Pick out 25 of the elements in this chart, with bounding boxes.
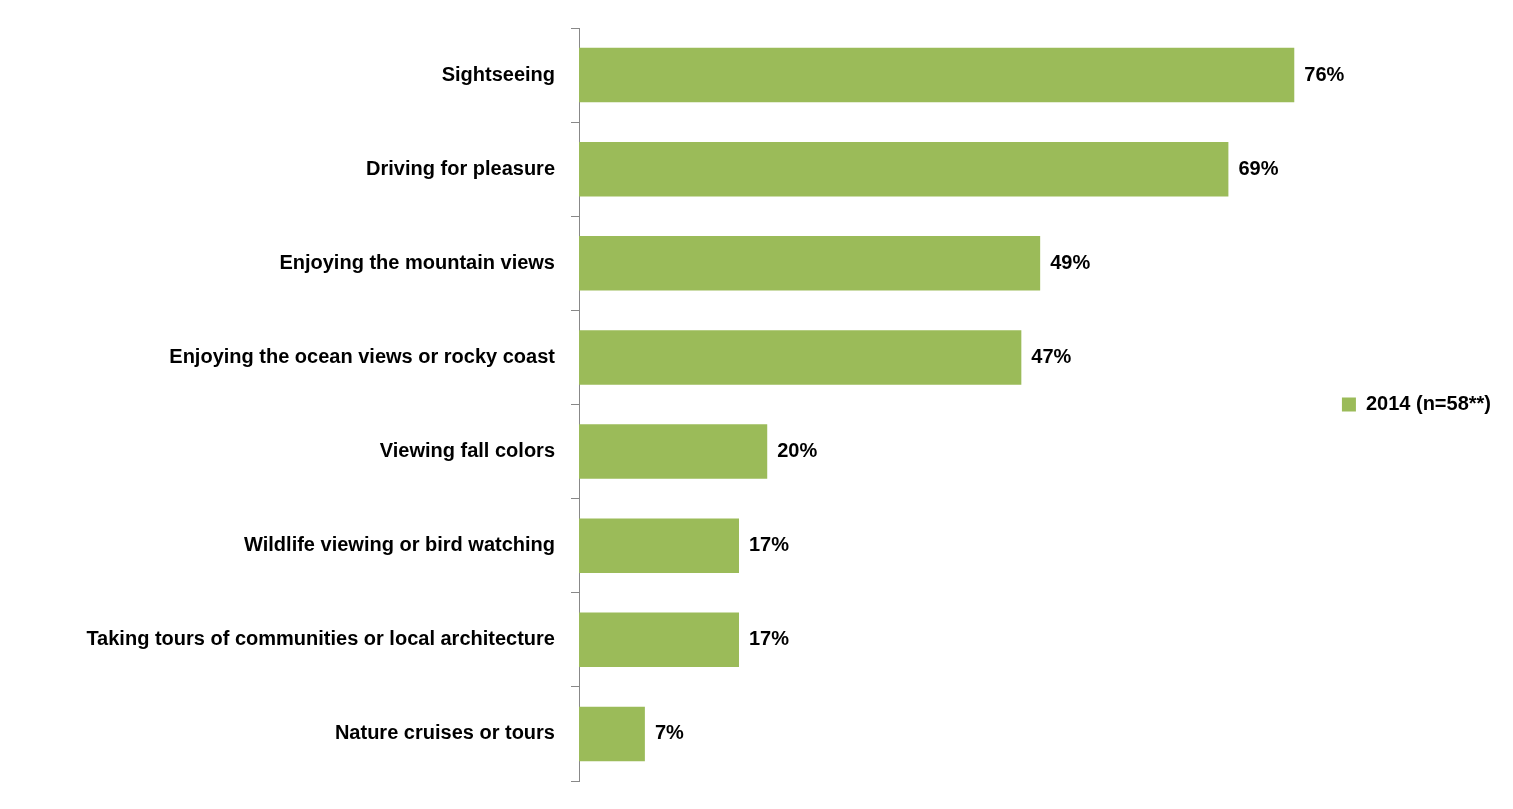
data-label: 17%: [749, 627, 790, 650]
y-tick-label: Wildlife viewing or bird watching: [244, 533, 555, 556]
data-label: 76%: [1304, 62, 1345, 85]
data-label: 7%: [654, 721, 684, 744]
y-tick-label: Taking tours of communities or local architecture: [86, 627, 555, 650]
y-tick-label: Enjoying the ocean views or rocky coast: [169, 344, 556, 367]
bar: [579, 706, 645, 762]
legend-label: 2014 (n=58**): [1365, 392, 1491, 415]
data-label: 49%: [1050, 250, 1091, 273]
bar: [579, 47, 1295, 103]
bar: [579, 236, 1041, 291]
y-tick-label: Nature cruises or tours: [334, 721, 555, 744]
data-label: 17%: [749, 533, 790, 556]
y-tick-label: Viewing fall colors: [379, 439, 555, 462]
data-label: 20%: [777, 439, 818, 462]
y-tick-label: Enjoying the mountain views: [279, 250, 555, 273]
data-label: 47%: [1031, 344, 1072, 367]
data-label: 69%: [1238, 156, 1279, 179]
y-tick-label: Driving for pleasure: [366, 156, 555, 179]
bar: [579, 330, 1022, 385]
bar: [579, 518, 739, 573]
y-tick-label: Sightseeing: [441, 62, 555, 85]
bar: [579, 424, 768, 479]
bar: [579, 141, 1229, 197]
bar: [579, 612, 739, 668]
